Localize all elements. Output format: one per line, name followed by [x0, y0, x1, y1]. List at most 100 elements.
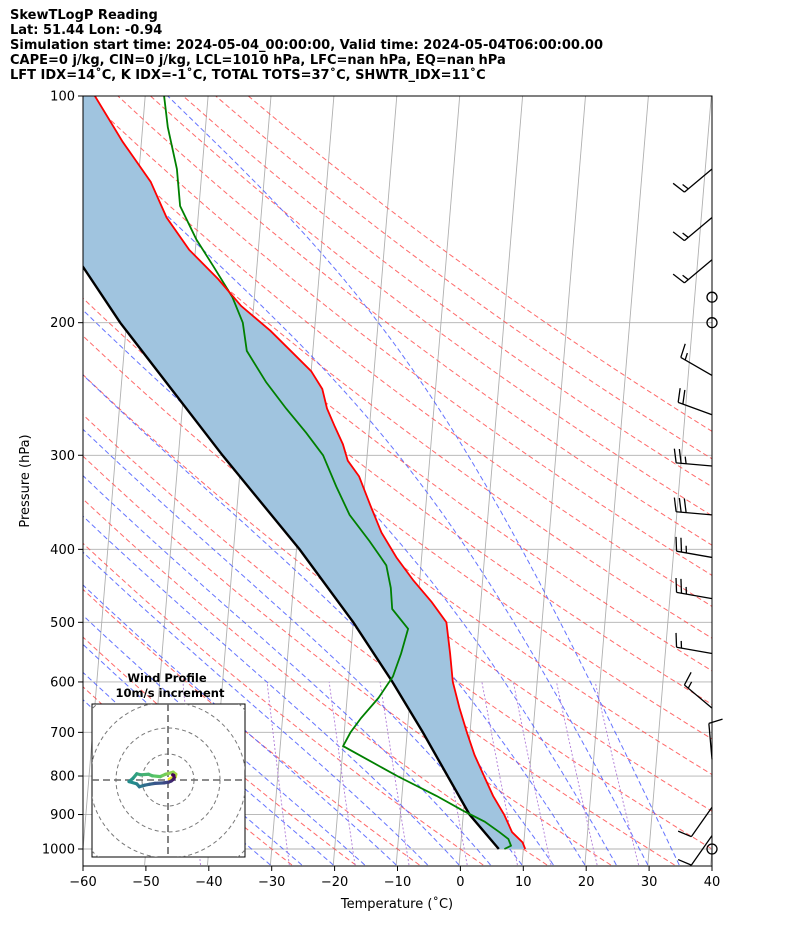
x-tick-label: 20: [578, 875, 595, 890]
x-tick-label: 40: [704, 875, 721, 890]
title-line: SkewTLogP Reading: [10, 8, 158, 23]
wind-barb-feather: [673, 497, 677, 512]
hodograph-segment: [171, 773, 176, 777]
hodograph-title: Wind Profile: [127, 671, 207, 685]
x-tick-label: 10: [515, 875, 532, 890]
y-tick-label: 600: [50, 675, 75, 690]
wind-barb-feather: [675, 632, 678, 648]
title-line: Lat: 51.44 Lon: -0.94: [10, 23, 163, 38]
x-tick-label: −40: [195, 875, 222, 890]
hodograph-inset: Wind Profile 10m/s increment: [91, 671, 246, 858]
dry-adiabat-line: [83, 588, 420, 866]
isotherm-line: [710, 843, 712, 866]
isotherm-line: [332, 96, 398, 866]
wind-barb-feather: [683, 498, 687, 513]
wind-barb-feather: [672, 231, 685, 242]
mixing-ratio-line: [556, 681, 598, 866]
y-tick-label: 800: [50, 770, 75, 785]
dry-adiabat-line: [85, 96, 712, 576]
wind-barb-feather: [677, 388, 681, 403]
moist-adiabat-line: [167, 96, 680, 866]
y-tick-label: 1000: [42, 843, 75, 858]
wind-barb-shaft: [676, 646, 713, 655]
wind-barb-half-feather: [682, 232, 689, 238]
wind-barb-feather: [682, 389, 686, 405]
wind-barb-shaft: [676, 462, 713, 467]
dry-adiabat-line: [83, 455, 612, 866]
y-axis-label: Pressure (hPa): [18, 434, 33, 527]
figure-title: SkewTLogP Reading Lat: 51.44 Lon: -0.94 …: [10, 8, 603, 83]
wind-barb-feather: [683, 672, 692, 686]
x-tick-label: −50: [132, 875, 159, 890]
parcel-profile-line: [83, 264, 500, 850]
isotherm-line: [647, 96, 712, 866]
y-tick-label: 200: [50, 316, 75, 331]
wind-barbs: [672, 168, 723, 866]
y-tick-label: 400: [50, 543, 75, 558]
isotherm-line: [584, 96, 649, 866]
dry-adiabat-line: [83, 124, 712, 607]
wind-barb-shaft: [676, 591, 713, 600]
wind-barb-shaft: [684, 217, 713, 242]
wind-barb-half-feather: [684, 352, 688, 361]
wind-barb-feather: [673, 448, 677, 463]
wind-barb-feather: [678, 497, 682, 513]
isotherm-line: [0, 96, 19, 865]
wind-barb-feather: [678, 449, 682, 464]
mixing-ratio-line: [266, 681, 290, 866]
y-tick-label: 700: [50, 726, 75, 741]
dry-adiabat-line: [83, 414, 675, 866]
moist-adiabat-line: [83, 133, 649, 866]
wind-barb-feather: [680, 537, 683, 553]
wind-barb-feather: [677, 830, 692, 838]
wind-barb-shaft: [676, 550, 713, 559]
dry-adiabat-line: [182, 96, 712, 488]
y-tick-label: 300: [50, 449, 75, 464]
x-tick-label: −10: [384, 875, 411, 890]
calm-wind-circle: [706, 291, 718, 303]
wind-barb-shaft: [690, 806, 713, 838]
isotherm-line: [774, 96, 794, 865]
x-tick-label: −30: [258, 875, 285, 890]
wind-barb-feather: [675, 578, 678, 593]
dry-adiabat-line: [83, 191, 712, 672]
wind-barb-shaft: [684, 168, 713, 193]
wind-barb-shaft: [680, 356, 713, 376]
x-tick-label: 0: [456, 875, 464, 890]
moist-adiabat-line: [83, 515, 460, 866]
moist-adiabat-line: [83, 374, 554, 866]
wind-barb-feather: [672, 273, 685, 284]
wind-barb-shaft: [690, 835, 713, 866]
mixing-ratio-line: [379, 681, 410, 866]
hodograph-subtitle: 10m/s increment: [116, 686, 225, 700]
x-tick-label: −20: [321, 875, 348, 890]
moist-adiabat-line: [83, 584, 397, 866]
wind-barb-feather: [672, 182, 685, 193]
isotherm-line: [458, 96, 524, 866]
wind-barb-feather: [680, 343, 686, 358]
title-line: LFT IDX=14˚C, K IDX=-1˚C, TOTAL TOTS=37˚…: [10, 68, 486, 83]
moist-adiabat-line: [83, 614, 366, 866]
y-tick-label: 900: [50, 808, 75, 823]
x-tick-label: 30: [641, 875, 658, 890]
dry-adiabat-line: [215, 96, 712, 460]
wind-barb-shaft: [708, 723, 713, 760]
y-tick-label: 100: [50, 90, 75, 105]
temperature-profile-line: [94, 96, 527, 850]
wind-barb-feather: [677, 858, 692, 866]
wind-barb-shaft: [676, 511, 713, 516]
wind-barb-feather: [675, 536, 678, 552]
mixing-ratio-line: [328, 681, 356, 866]
dry-adiabat-line: [117, 96, 712, 546]
wind-barb-half-feather: [687, 681, 693, 689]
wind-barb-feather: [680, 578, 683, 594]
wind-barb-shaft: [684, 684, 713, 709]
wind-barb-feather: [708, 718, 723, 725]
isotherm-line: [521, 96, 586, 866]
y-tick-label: 500: [50, 616, 75, 631]
wind-barb-half-feather: [684, 456, 687, 464]
x-axis-label: Temperature (˚C): [340, 896, 453, 912]
title-line: Simulation start time: 2024-05-04_00:00:…: [10, 38, 603, 53]
moist-adiabat-line: [83, 643, 334, 866]
